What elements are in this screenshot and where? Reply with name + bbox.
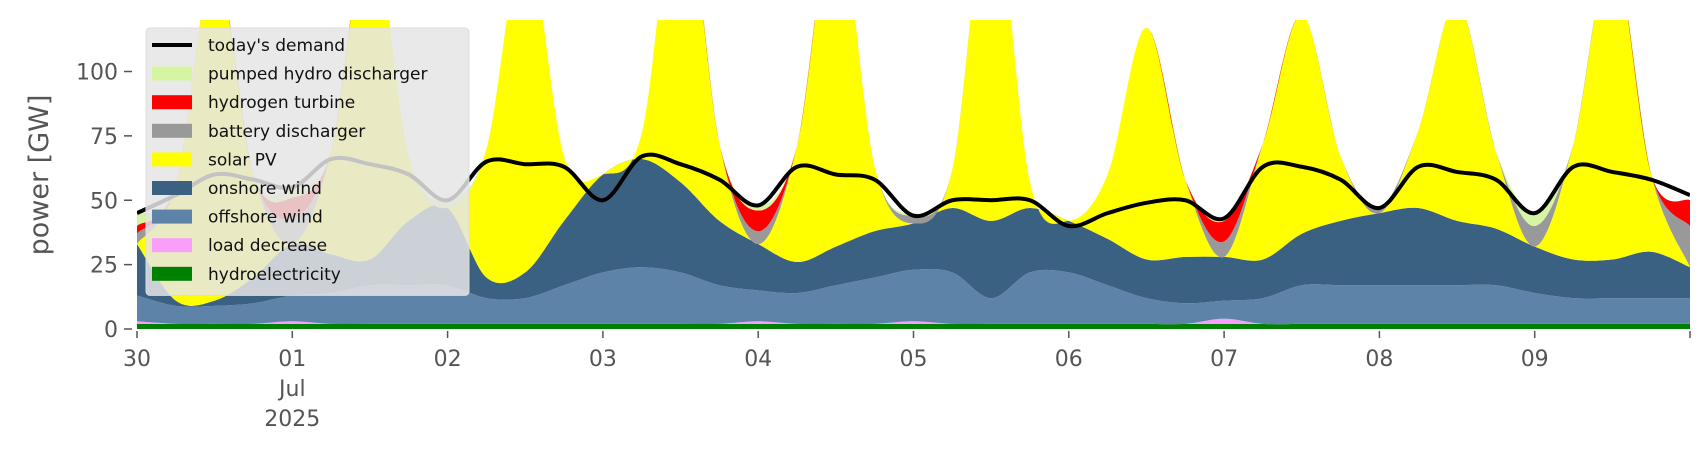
legend-label: today's demand: [208, 36, 345, 56]
legend-label: battery discharger: [208, 122, 365, 142]
legend-label: offshore wind: [208, 208, 323, 228]
x-tick-label: 30: [123, 347, 151, 372]
x-tick-label: 07: [1210, 347, 1238, 372]
legend: today's demand pumped hydro discharger hyd…: [145, 27, 470, 296]
legend-box: [145, 27, 470, 296]
y-tick-label: 100: [76, 61, 118, 86]
legend-swatch: [152, 209, 192, 224]
x-tick-label: 09: [1521, 347, 1549, 372]
area: [137, 20, 1690, 306]
legend-swatch: [152, 123, 192, 138]
y-tick-label: 75: [90, 125, 118, 150]
x-month-label: Jul: [277, 377, 306, 402]
y-axis-label: power [GW]: [24, 95, 55, 256]
legend-label: hydroelectricity: [208, 265, 341, 285]
y-tick-label: 25: [90, 254, 118, 279]
legend-label: pumped hydro discharger: [208, 65, 427, 85]
legend-swatch: [152, 238, 192, 253]
legend-swatch: [152, 95, 192, 110]
legend-label: load decrease: [208, 236, 327, 256]
legend-label: solar PV: [208, 150, 277, 170]
legend-label: hydrogen turbine: [208, 93, 355, 113]
legend-swatch: [152, 181, 192, 195]
x-tick-label: 04: [744, 347, 772, 372]
area: [137, 318, 1690, 325]
x-tick-label: 05: [900, 347, 928, 372]
x-tick-label: 08: [1365, 347, 1393, 372]
legend-label: onshore wind: [208, 179, 322, 199]
legend-swatch: [152, 152, 192, 167]
area: [137, 267, 1690, 325]
axes: 0 25 50 75 100 30 01 Jul 2025 02 03 04 05 06 07 08 09: [76, 61, 1691, 432]
x-tick-label: 06: [1055, 347, 1083, 372]
legend-swatch: [152, 266, 192, 281]
y-tick-label: 0: [104, 318, 118, 343]
x-year-label: 2025: [264, 407, 320, 432]
area: [137, 158, 1690, 307]
legend-swatch: [152, 66, 192, 81]
x-tick-label: 03: [589, 347, 617, 372]
x-tick-label: 01: [278, 347, 306, 372]
y-tick-label: 50: [90, 189, 118, 214]
area: [137, 323, 1690, 329]
x-tick-label: 02: [434, 347, 462, 372]
